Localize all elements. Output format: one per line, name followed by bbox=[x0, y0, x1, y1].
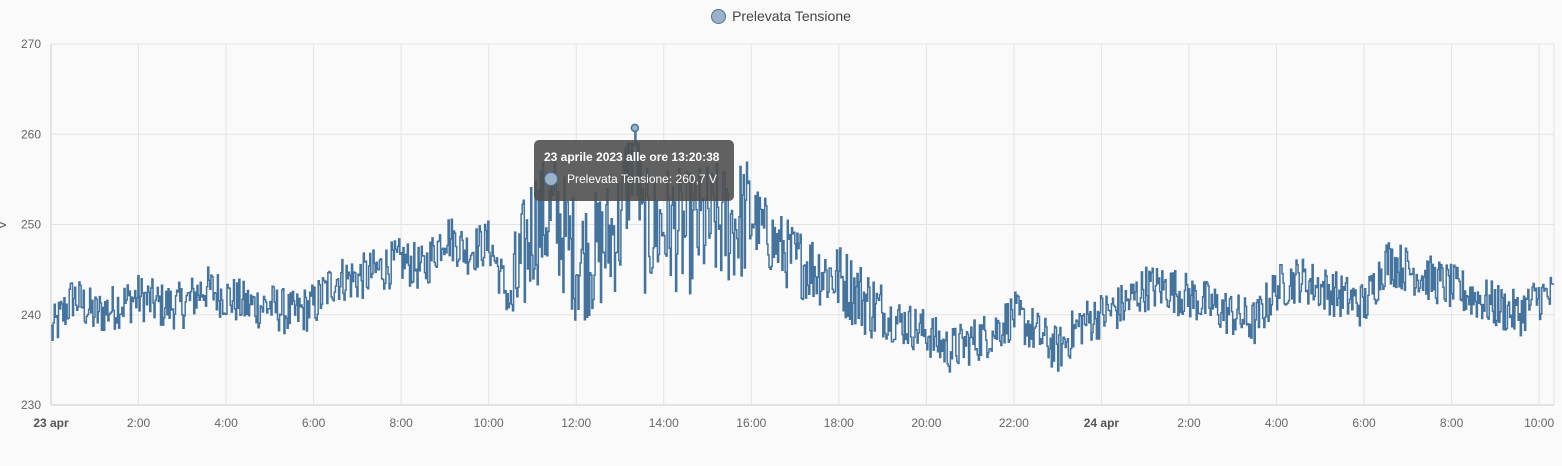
x-tick-label: 2:00 bbox=[127, 416, 151, 430]
tooltip-title: 23 aprile 2023 alle ore 13:20:38 bbox=[544, 150, 720, 164]
y-tick-label: 260 bbox=[21, 127, 41, 141]
x-tick-label: 4:00 bbox=[214, 416, 238, 430]
x-tick-label: 2:00 bbox=[1177, 416, 1201, 430]
x-tick-label: 6:00 bbox=[1352, 416, 1376, 430]
x-tick-label: 23 apr bbox=[33, 416, 69, 430]
x-tick-label: 12:00 bbox=[561, 416, 591, 430]
x-tick-label: 10:00 bbox=[474, 416, 504, 430]
legend-item-prelevata-tensione[interactable]: Prelevata Tensione bbox=[711, 8, 851, 24]
x-tick-label: 20:00 bbox=[911, 416, 941, 430]
x-tick-label: 18:00 bbox=[824, 416, 854, 430]
x-tick-label: 16:00 bbox=[736, 416, 766, 430]
data-point-tooltip: 23 aprile 2023 alle ore 13:20:38 Preleva… bbox=[534, 140, 734, 201]
x-tick-label: 10:00 bbox=[1524, 416, 1554, 430]
tooltip-row: Prelevata Tensione: 260,7 V bbox=[544, 172, 717, 186]
x-tick-label: 24 apr bbox=[1084, 416, 1120, 430]
chart-legend: Prelevata Tensione bbox=[0, 8, 1562, 27]
x-tick-label: 8:00 bbox=[1440, 416, 1464, 430]
x-tick-label: 4:00 bbox=[1265, 416, 1289, 430]
y-tick-label: 240 bbox=[21, 308, 41, 322]
x-tick-label: 8:00 bbox=[389, 416, 413, 430]
tooltip-value: Prelevata Tensione: 260,7 V bbox=[567, 172, 717, 186]
y-tick-label: 250 bbox=[21, 218, 41, 232]
x-tick-label: 14:00 bbox=[649, 416, 679, 430]
x-tick-label: 22:00 bbox=[999, 416, 1029, 430]
y-axis-unit-label: V bbox=[0, 221, 9, 229]
x-tick-label: 6:00 bbox=[302, 416, 326, 430]
y-tick-label: 270 bbox=[21, 37, 41, 51]
legend-label: Prelevata Tensione bbox=[732, 8, 851, 24]
tooltip-swatch-icon bbox=[544, 172, 558, 186]
series-line-prelevata-tensione bbox=[51, 127, 1555, 373]
highlighted-data-point bbox=[630, 123, 640, 133]
legend-swatch-icon bbox=[711, 8, 727, 24]
y-tick-label: 230 bbox=[21, 398, 41, 412]
